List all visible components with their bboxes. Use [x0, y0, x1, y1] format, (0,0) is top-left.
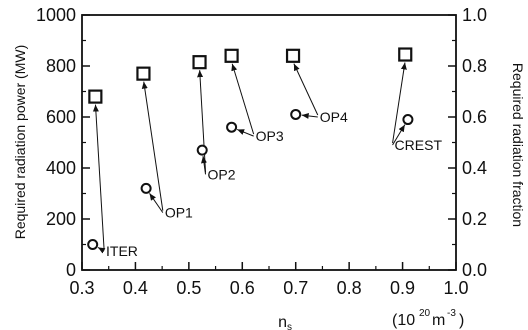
square-point [192, 55, 207, 70]
x-axis-label-subscript: s [287, 322, 292, 330]
square-point [88, 89, 103, 104]
y-tick-label: 0 [66, 260, 76, 280]
annotation-label: OP1 [165, 205, 193, 221]
arrow-to-square [293, 63, 319, 116]
y2-tick-label: 0.0 [462, 260, 487, 280]
circle-point [196, 144, 208, 156]
square-point [136, 66, 151, 81]
y2-tick-label: 0.4 [462, 158, 487, 178]
x-tick-label: 0.3 [69, 278, 94, 298]
arrow-to-square [231, 63, 255, 135]
circle-point [87, 239, 99, 250]
y-tick-label: 800 [46, 56, 76, 76]
x-tick-label: 0.4 [123, 278, 148, 298]
y-tick-label: 400 [46, 158, 76, 178]
y-axis-right-label: Required radiation fraction [510, 63, 526, 227]
circle-point [140, 182, 152, 194]
arrow-to-circle [236, 128, 254, 137]
x-tick-label: 0.9 [390, 278, 415, 298]
arrow-to-square [197, 70, 207, 173]
data-points [87, 47, 414, 250]
square-point [224, 48, 239, 63]
y-tick-label: 1000 [36, 5, 76, 25]
x-axis-label: n s [278, 314, 292, 330]
arrow-to-circle [97, 247, 106, 254]
x-axis-ticks: 0.3 0.4 0.5 0.6 0.7 0.8 0.9 1.0 [69, 262, 469, 298]
x-tick-label: 0.8 [337, 278, 362, 298]
square-point [285, 48, 301, 63]
arrow-to-square [92, 104, 105, 249]
y-tick-label: 200 [46, 209, 76, 229]
y2-tick-label: 0.6 [462, 107, 487, 127]
annotation-label: CREST [395, 137, 443, 153]
x-tick-label: 1.0 [443, 278, 468, 298]
x-axis-units: (10 20 m -3 ) [392, 308, 464, 329]
x-axis-label-main: n [278, 314, 287, 330]
annotation-label: OP4 [320, 109, 348, 125]
annotation-label: OP2 [208, 166, 236, 182]
annotation-labels: ITER OP1 OP2 OP3 OP4 CREST [106, 109, 442, 259]
x-tick-label: 0.6 [230, 278, 255, 298]
circle-point [290, 108, 302, 120]
y-axis-right-ticks: 0.0 0.2 0.4 0.6 0.8 1.0 [448, 5, 487, 280]
circle-point [226, 121, 238, 133]
circle-point [402, 114, 414, 126]
y2-tick-label: 0.2 [462, 209, 487, 229]
x-units-close: ) [459, 312, 464, 329]
arrow-to-square [392, 62, 407, 144]
arrow-to-square [141, 81, 164, 211]
arrow-to-circle [149, 193, 164, 213]
annotation-arrows [92, 62, 407, 254]
x-tick-label: 0.5 [176, 278, 201, 298]
annotation-label: ITER [106, 243, 138, 259]
y2-tick-label: 1.0 [462, 5, 487, 25]
y-tick-label: 600 [46, 107, 76, 127]
y-axis-left-ticks: 0 200 400 600 800 1000 [36, 5, 90, 280]
x-tick-label: 0.7 [283, 278, 308, 298]
y-axis-left-label: Required radiation power (MW) [12, 45, 28, 240]
x-units-open: (10 [392, 312, 415, 329]
y2-tick-label: 0.8 [462, 56, 487, 76]
x-units-exp2: -3 [447, 308, 456, 319]
annotation-label: OP3 [256, 128, 284, 144]
arrow-to-circle [392, 124, 406, 146]
arrow-to-circle [301, 112, 318, 119]
square-point [398, 47, 413, 62]
x-units-exp1: 20 [419, 308, 431, 319]
x-units-m: m [432, 312, 445, 329]
